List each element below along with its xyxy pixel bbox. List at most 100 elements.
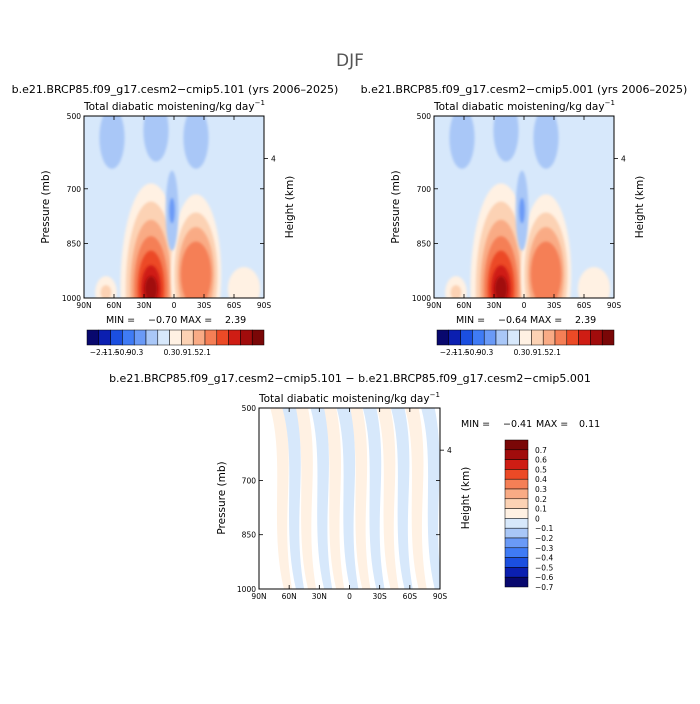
colorbar-swatch — [504, 469, 529, 480]
moistening-contour — [100, 285, 112, 298]
colorbar-label: 1.5 — [537, 348, 549, 357]
x-tick-label: 0 — [347, 592, 352, 601]
colorbar-label: 0.3 — [535, 485, 547, 494]
colorbar-swatch — [181, 329, 194, 346]
colorbar-label: −0.3 — [475, 348, 493, 357]
x-tick-label: 30S — [197, 301, 212, 310]
x-tick-label: 0 — [522, 301, 527, 310]
y-tick-label: 700 — [242, 476, 257, 485]
colorbar-label: 0.2 — [535, 495, 547, 504]
colorbar-swatch — [554, 329, 568, 346]
colorbar-swatch — [504, 488, 529, 500]
colorbar-swatch — [483, 329, 497, 346]
colorbar-swatch — [86, 329, 100, 346]
colorbar-swatch — [504, 459, 529, 470]
negative-contour — [310, 408, 333, 589]
negative-contour — [390, 408, 413, 589]
moistening-contour — [577, 267, 611, 298]
colorbar-swatch — [542, 329, 556, 346]
min-value: −0.64 — [498, 315, 527, 326]
colorbar-swatch — [504, 547, 529, 558]
colorbar-swatch — [251, 329, 265, 346]
colorbar-label: −0.3 — [125, 348, 143, 357]
colorbar-label: 0.9 — [525, 348, 537, 357]
moistening-contour — [530, 241, 562, 298]
min-label: MIN = — [456, 315, 485, 326]
colorbar-label: −0.9 — [113, 348, 131, 357]
colorbar-swatch — [566, 329, 579, 346]
colorbar-label: 0.4 — [535, 475, 547, 484]
colorbar-swatch — [504, 498, 529, 509]
colorbar-swatch — [504, 478, 529, 490]
x-tick-label: 30N — [136, 301, 151, 310]
height-axis-label: Height (km) — [284, 176, 296, 239]
colorbar-label: 2.1 — [549, 348, 561, 357]
y-tick-label: 500 — [67, 112, 82, 121]
min-max-readout: MIN = −0.70 MAX = 2.39 — [106, 315, 246, 326]
colorbar-swatch — [504, 527, 529, 539]
colorbar-swatch — [504, 518, 529, 529]
colorbar-swatch — [504, 557, 529, 568]
run-label: b.e21.BRCP85.f09_g17.cesm2−cmip5.001 (yr… — [361, 83, 688, 96]
colorbar-swatch — [169, 329, 182, 346]
colorbar-label: 2.1 — [199, 348, 211, 357]
positive-contour — [270, 408, 293, 589]
max-label: MAX = — [530, 315, 562, 326]
y-tick-label: 1000 — [62, 294, 81, 303]
moistening-contour — [450, 285, 462, 298]
colorbar-label: −0.6 — [535, 573, 553, 582]
moistening-contour — [227, 267, 261, 298]
colorbar-swatch — [531, 329, 544, 346]
y-tick-label: 850 — [417, 239, 432, 248]
colorbar-swatch — [507, 329, 520, 346]
positive-contour — [405, 408, 427, 589]
height-axis-label: Height (km) — [634, 176, 646, 239]
x-tick-label: 90N — [251, 592, 266, 601]
colorbar-swatch — [472, 329, 485, 346]
moistening-contour — [494, 276, 508, 298]
drying-patch — [99, 116, 125, 169]
colorbar-label: 0.1 — [535, 505, 547, 514]
colorbar: 0.70.60.50.40.30.20.10−0.1−0.2−0.3−0.4−0… — [504, 439, 553, 592]
negative-contour — [421, 408, 440, 589]
colorbar-label: 0.6 — [535, 456, 547, 465]
colorbar-swatch — [504, 567, 529, 578]
drying-patch — [493, 116, 519, 162]
colorbar-label: 0.9 — [175, 348, 187, 357]
min-label: MIN = — [461, 419, 490, 430]
colorbar-swatch — [601, 329, 615, 346]
panel-difference: b.e21.BRCP85.f09_g17.cesm2−cmip5.101 − b… — [109, 372, 600, 601]
colorbar-swatch — [110, 329, 123, 346]
x-tick-label: 90S — [433, 592, 448, 601]
max-value: 2.39 — [225, 315, 246, 326]
colorbar-swatch — [436, 329, 450, 346]
pressure-axis-label: Pressure (mb) — [390, 170, 402, 243]
colorbar-label: −1.5 — [451, 348, 469, 357]
max-value: 2.39 — [575, 315, 596, 326]
min-max-readout: MIN = −0.41 MAX = 0.11 — [461, 419, 600, 430]
x-tick-label: 30N — [486, 301, 501, 310]
x-tick-label: 60N — [282, 592, 297, 601]
height-axis-label: Height (km) — [460, 467, 472, 530]
colorbar-swatch — [504, 508, 529, 519]
colorbar-label: 0.5 — [535, 465, 547, 474]
height-tick-label: 4 — [621, 154, 626, 163]
colorbar-label: −0.4 — [535, 554, 553, 563]
drying-patch — [533, 116, 559, 169]
y-tick-label: 700 — [417, 185, 432, 194]
axis-ticks: 90N 60N 30N 0 30S 60S 90S 500 700 850 1000 4 — [62, 112, 276, 310]
y-tick-label: 1000 — [412, 294, 431, 303]
colorbar-swatch — [192, 329, 206, 346]
colorbar-label: −0.2 — [535, 534, 553, 543]
colorbar-label: −0.7 — [535, 583, 553, 592]
colorbar-label: −0.3 — [535, 544, 553, 553]
colorbar-label: 0.7 — [535, 446, 547, 455]
variable-title: Total diabatic moistening/kg day−1 — [83, 99, 265, 113]
x-tick-label: 90N — [426, 301, 441, 310]
colorbar-swatch — [519, 329, 532, 346]
drying-patch — [519, 197, 525, 224]
drying-patch — [449, 116, 475, 169]
colorbar-label: 0 — [535, 514, 540, 523]
max-value: 0.11 — [579, 419, 600, 430]
